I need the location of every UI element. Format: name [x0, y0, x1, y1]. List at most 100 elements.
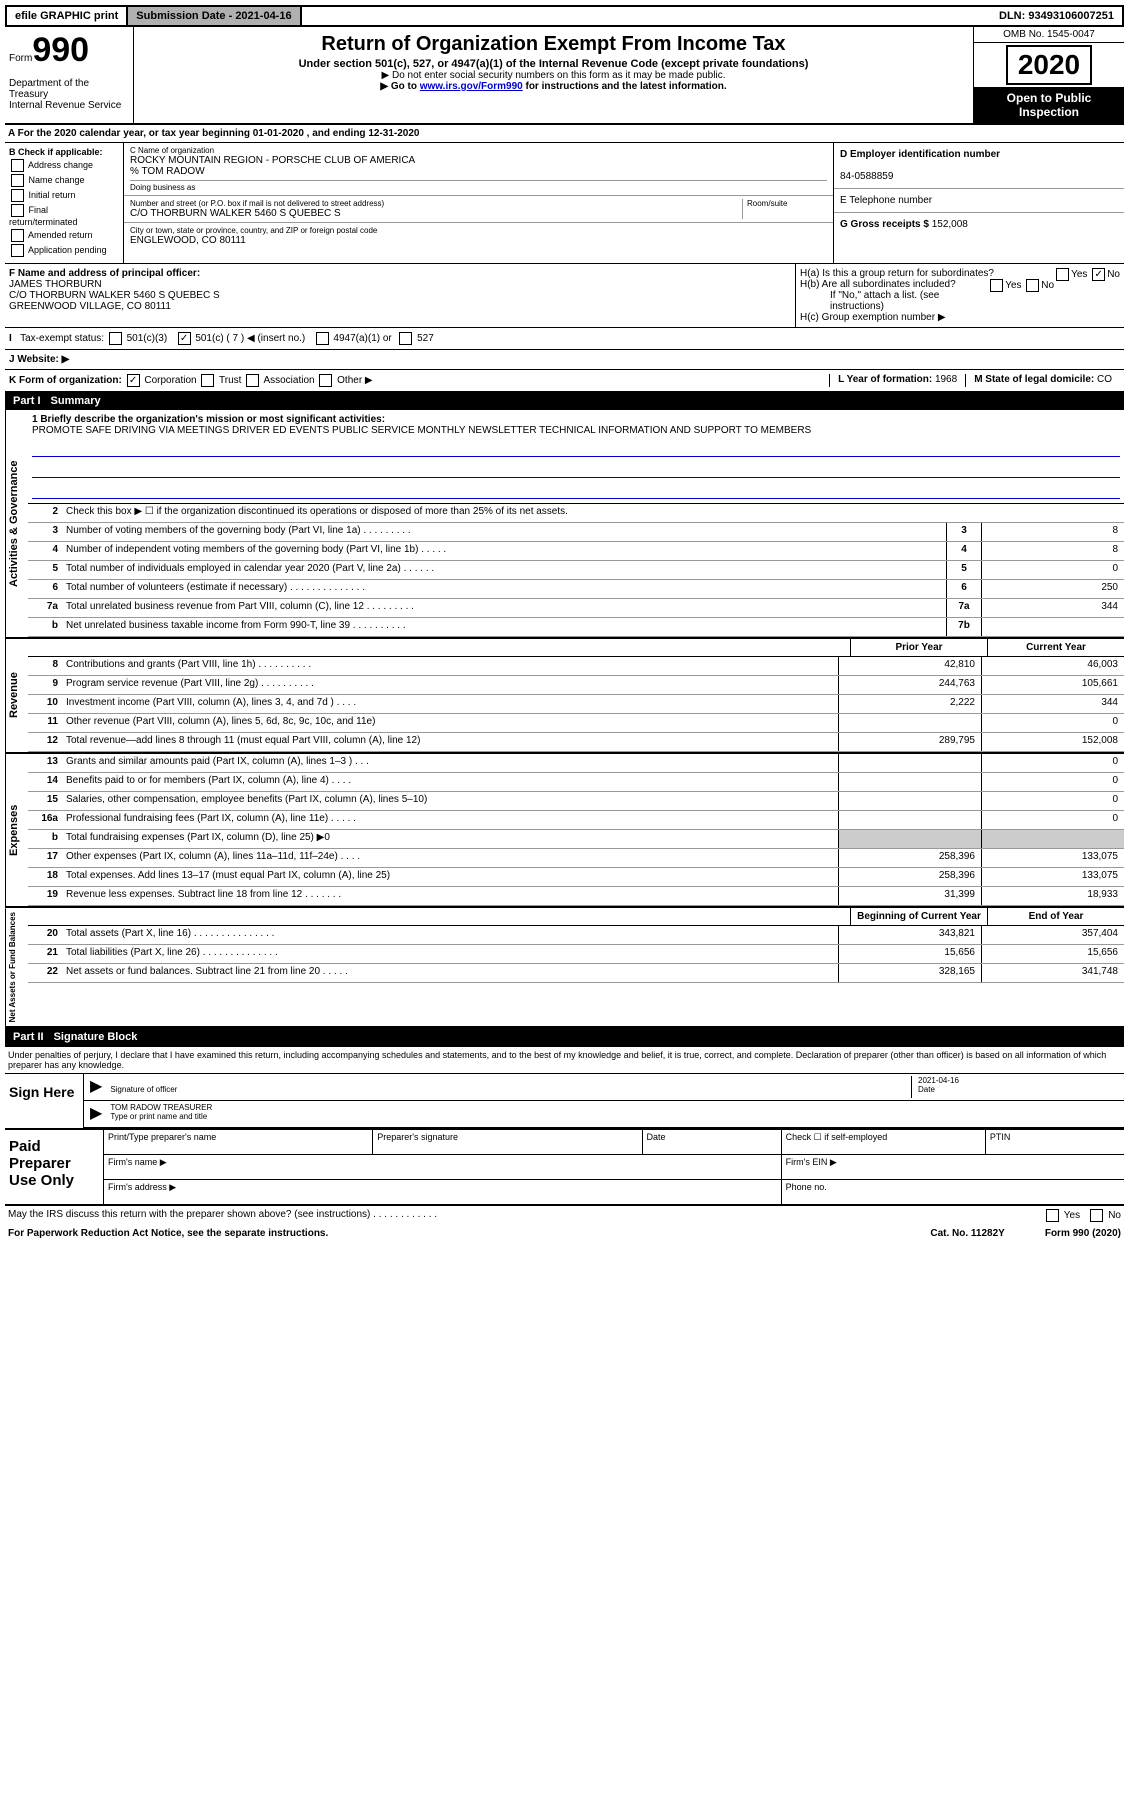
ha-yes[interactable] — [1056, 268, 1069, 281]
box-b: B Check if applicable: Address change Na… — [5, 143, 124, 263]
form-number: 990 — [32, 31, 89, 69]
dln: DLN: 93493106007251 — [991, 7, 1122, 25]
box-c: C Name of organization ROCKY MOUNTAIN RE… — [124, 143, 834, 263]
gov-row-7a: 7a Total unrelated business revenue from… — [28, 599, 1124, 618]
hb-no[interactable] — [1026, 279, 1039, 292]
city: ENGLEWOOD, CO 80111 — [130, 235, 827, 246]
expenses-section: Expenses 13 Grants and similar amounts p… — [5, 754, 1124, 908]
line-a: A For the 2020 calendar year, or tax yea… — [5, 125, 1124, 143]
org-name-label: C Name of organization — [130, 146, 827, 155]
expenses-label: Expenses — [5, 754, 28, 906]
firm-ein: Firm's EIN ▶ — [782, 1155, 1124, 1179]
hb-yes[interactable] — [990, 279, 1003, 292]
firm-address: Firm's address ▶ — [104, 1180, 782, 1204]
header-right: OMB No. 1545-0047 2020 Open to PublicIns… — [973, 27, 1124, 123]
declaration-text: Under penalties of perjury, I declare th… — [5, 1047, 1124, 1073]
cb-other[interactable] — [319, 374, 332, 387]
pra-notice: For Paperwork Reduction Act Notice, see … — [8, 1228, 930, 1239]
netassets-section: Net Assets or Fund Balances Beginning of… — [5, 908, 1124, 1028]
checkbox-final-return[interactable] — [11, 204, 24, 217]
form-subtitle: Under section 501(c), 527, or 4947(a)(1)… — [138, 58, 969, 70]
prep-self-employed: Check ☐ if self-employed — [782, 1130, 986, 1154]
arrow-icon: ▶ — [90, 1076, 102, 1098]
prep-print-name: Print/Type preparer's name — [104, 1130, 373, 1154]
omb-number: OMB No. 1545-0047 — [974, 27, 1124, 43]
ha-no[interactable]: ✓ — [1092, 268, 1105, 281]
checkbox-app-pending[interactable] — [11, 244, 24, 257]
box-f: F Name and address of principal officer:… — [5, 264, 796, 327]
exp-row-17: 17 Other expenses (Part IX, column (A), … — [28, 849, 1124, 868]
discuss-no[interactable] — [1090, 1209, 1103, 1222]
mission-text: PROMOTE SAFE DRIVING VIA MEETINGS DRIVER… — [32, 425, 811, 436]
gov-row-6: 6 Total number of volunteers (estimate i… — [28, 580, 1124, 599]
dba-label: Doing business as — [130, 180, 827, 192]
checkbox-address-change[interactable] — [11, 159, 24, 172]
ein-label: D Employer identification number — [840, 149, 1000, 160]
arrow-icon: ▶ — [90, 1103, 102, 1125]
cb-trust[interactable] — [201, 374, 214, 387]
state-domicile: M State of legal domicile: CO — [965, 374, 1120, 387]
form-header: Form990 Department of the Treasury Inter… — [5, 27, 1124, 125]
hc-label: H(c) Group exemption number ▶ — [800, 312, 1120, 323]
department: Department of the Treasury Internal Reve… — [9, 78, 129, 111]
exp-row-19: 19 Revenue less expenses. Subtract line … — [28, 887, 1124, 906]
prep-ptin: PTIN — [986, 1130, 1124, 1154]
gov-row-3: 3 Number of voting members of the govern… — [28, 523, 1124, 542]
rev-row-9: 9 Program service revenue (Part VIII, li… — [28, 676, 1124, 695]
signature-block: Under penalties of perjury, I declare th… — [5, 1046, 1124, 1128]
box-deg: D Employer identification number 84-0588… — [834, 143, 1124, 263]
cb-501c3[interactable] — [109, 332, 122, 345]
gov-row-5: 5 Total number of individuals employed i… — [28, 561, 1124, 580]
website-row: J Website: ▶ — [5, 350, 1124, 370]
na-row-20: 20 Total assets (Part X, line 16) . . . … — [28, 926, 1124, 945]
submission-date: Submission Date - 2021-04-16 — [128, 7, 301, 25]
city-label: City or town, state or province, country… — [130, 226, 827, 235]
cb-assoc[interactable] — [246, 374, 259, 387]
header-title-block: Return of Organization Exempt From Incom… — [134, 27, 973, 123]
addr: C/O THORBURN WALKER 5460 S QUEBEC S — [130, 208, 742, 219]
ein: 84-0588859 — [840, 171, 893, 182]
form-word: Form — [9, 53, 32, 64]
governance-section: Activities & Governance 1 Briefly descri… — [5, 410, 1124, 639]
efile-label: efile GRAPHIC print — [7, 7, 128, 25]
form-title: Return of Organization Exempt From Incom… — [138, 33, 969, 56]
cb-501c[interactable]: ✓ — [178, 332, 191, 345]
tax-year: 2020 — [1006, 45, 1092, 85]
part2-header: Part II Signature Block — [5, 1028, 1124, 1046]
note-ssn: ▶ Do not enter social security numbers o… — [138, 70, 969, 81]
exp-row-13: 13 Grants and similar amounts paid (Part… — [28, 754, 1124, 773]
section-bcdeg: B Check if applicable: Address change Na… — [5, 143, 1124, 264]
netassets-label: Net Assets or Fund Balances — [5, 908, 28, 1026]
checkbox-amended[interactable] — [11, 229, 24, 242]
cb-corp[interactable]: ✓ — [127, 374, 140, 387]
box-b-title: B Check if applicable: — [9, 147, 103, 157]
cb-4947[interactable] — [316, 332, 329, 345]
rev-row-8: 8 Contributions and grants (Part VIII, l… — [28, 657, 1124, 676]
rev-row-10: 10 Investment income (Part VIII, column … — [28, 695, 1124, 714]
discuss-row: May the IRS discuss this return with the… — [5, 1206, 1124, 1225]
discuss-yes[interactable] — [1046, 1209, 1059, 1222]
exp-row-14: 14 Benefits paid to or for members (Part… — [28, 773, 1124, 792]
checkbox-initial-return[interactable] — [11, 189, 24, 202]
addr-label: Number and street (or P.O. box if mail i… — [130, 199, 742, 208]
rev-row-11: 11 Other revenue (Part VIII, column (A),… — [28, 714, 1124, 733]
sign-here-label: Sign Here — [5, 1074, 84, 1128]
exp-row-16a: 16a Professional fundraising fees (Part … — [28, 811, 1124, 830]
exp-row-18: 18 Total expenses. Add lines 13–17 (must… — [28, 868, 1124, 887]
prep-signature: Preparer's signature — [373, 1130, 642, 1154]
form-ref: Form 990 (2020) — [1045, 1228, 1121, 1239]
org-name: ROCKY MOUNTAIN REGION - PORSCHE CLUB OF … — [130, 155, 827, 166]
na-row-22: 22 Net assets or fund balances. Subtract… — [28, 964, 1124, 983]
cb-527[interactable] — [399, 332, 412, 345]
top-bar: efile GRAPHIC print Submission Date - 20… — [5, 5, 1124, 27]
revenue-headers: Prior Year Current Year — [28, 639, 1124, 657]
public-inspection: Open to PublicInspection — [974, 87, 1124, 123]
box-h: H(a) Is this a group return for subordin… — [796, 264, 1124, 327]
officer-addr2: GREENWOOD VILLAGE, CO 80111 — [9, 301, 171, 312]
room-label: Room/suite — [747, 199, 827, 208]
rev-row-12: 12 Total revenue—add lines 8 through 11 … — [28, 733, 1124, 752]
checkbox-name-change[interactable] — [11, 174, 24, 187]
firm-phone: Phone no. — [782, 1180, 1124, 1204]
sig-officer-label: Signature of officer — [110, 1085, 177, 1094]
irs-link[interactable]: www.irs.gov/Form990 — [420, 81, 523, 92]
